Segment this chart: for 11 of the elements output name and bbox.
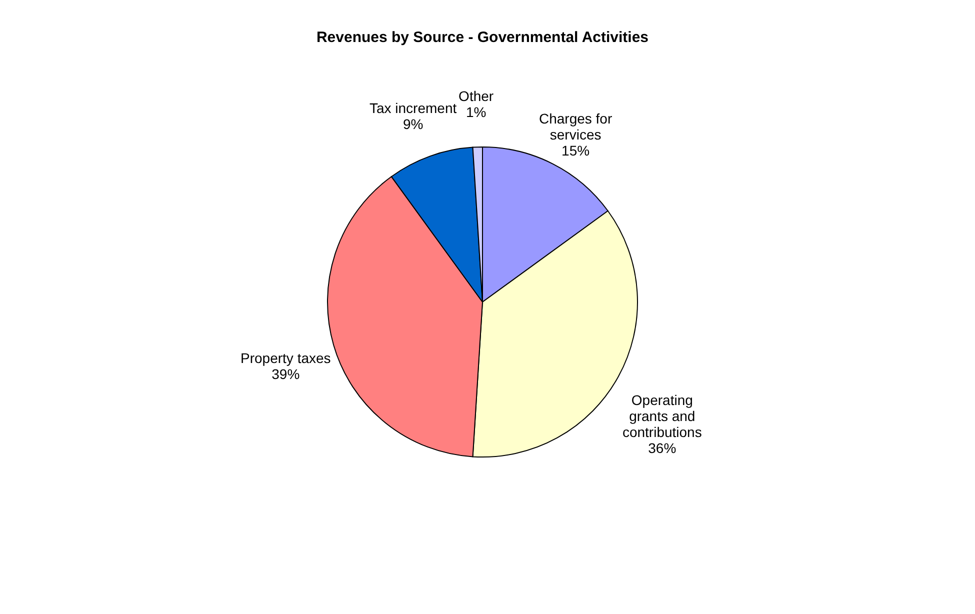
slice-label: Property taxes [240,350,331,366]
data-label: 15% [562,142,590,158]
slice-label: Operating grants and contributions [622,392,702,440]
data-label: 36% [648,440,676,456]
data-label: 9% [402,116,424,132]
chart-title: Revenues by Source - Governmental Activities [316,29,649,46]
slice-label: Charges for services [538,110,612,142]
data-label: 39% [272,366,300,382]
data-label: 1% [466,104,486,120]
slice-label: Tax increment [369,100,457,116]
slice-label: Other [458,88,494,104]
